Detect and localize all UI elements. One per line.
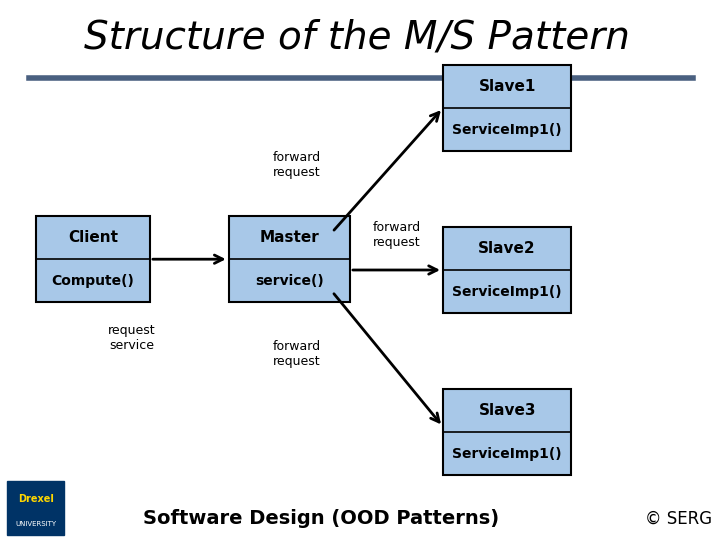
FancyBboxPatch shape (443, 389, 572, 475)
Text: © SERG: © SERG (645, 509, 712, 528)
Text: request
service: request service (108, 324, 156, 352)
Text: Drexel: Drexel (18, 495, 54, 504)
Text: Slave1: Slave1 (479, 79, 536, 94)
Text: ServiceImp1(): ServiceImp1() (452, 447, 562, 461)
Text: service(): service() (255, 274, 324, 288)
Text: Compute(): Compute() (51, 274, 135, 288)
Text: ServiceImp1(): ServiceImp1() (452, 123, 562, 137)
Text: forward
request: forward request (272, 340, 320, 368)
FancyBboxPatch shape (228, 216, 350, 302)
Text: Slave2: Slave2 (478, 241, 536, 256)
Text: forward
request: forward request (272, 151, 320, 179)
Text: Master: Master (259, 230, 319, 245)
FancyBboxPatch shape (7, 481, 64, 535)
FancyBboxPatch shape (36, 216, 150, 302)
FancyBboxPatch shape (443, 65, 572, 151)
Text: ServiceImp1(): ServiceImp1() (452, 285, 562, 299)
Text: Client: Client (68, 230, 118, 245)
Text: Structure of the M/S Pattern: Structure of the M/S Pattern (84, 19, 630, 57)
Text: UNIVERSITY: UNIVERSITY (15, 521, 56, 527)
FancyBboxPatch shape (443, 227, 572, 313)
Text: Software Design (OOD Patterns): Software Design (OOD Patterns) (143, 509, 500, 528)
Text: Slave3: Slave3 (478, 403, 536, 418)
Text: forward
request: forward request (372, 221, 420, 249)
